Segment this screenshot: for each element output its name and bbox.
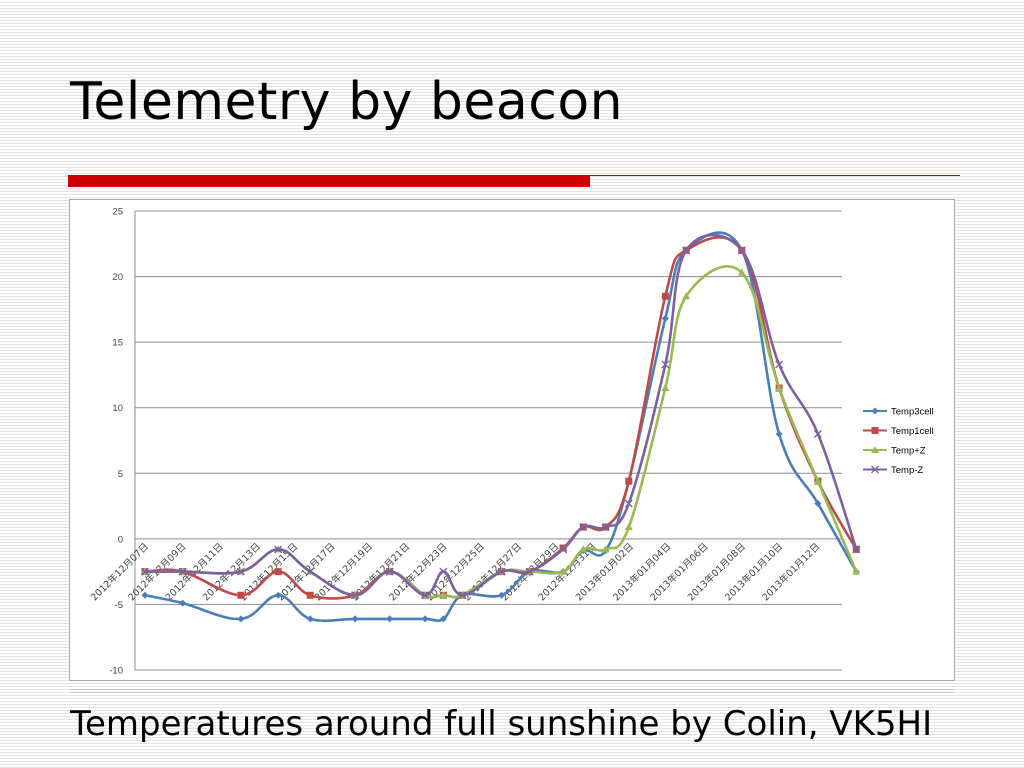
legend-entry: Temp-Z [863,465,923,476]
data-point [661,315,669,323]
data-point [682,292,691,300]
data-point [813,477,822,485]
legend-entry: Temp1cell [863,426,934,437]
data-point [306,615,314,623]
slide-title: Telemetry by beacon [70,72,624,132]
data-point [351,591,359,600]
legend-marker [871,407,879,415]
data-point [274,545,283,554]
data-point [141,567,149,576]
legend-marker [871,446,879,453]
data-point [559,545,568,554]
legend-label: Temp+Z [891,446,926,457]
data-point [625,477,633,485]
series-temp-z [141,233,861,600]
legend-label: Temp-Z [891,465,923,476]
data-point [351,615,359,623]
data-point [421,615,429,623]
y-tick-label: -5 [115,600,123,611]
data-point [601,545,610,553]
temperature-chart: -10 -5 0 5 10 15 20 25 2012年12月07日 2012年12月09日 201… [69,199,955,681]
y-tick-label: 0 [118,534,123,545]
data-point [421,591,430,600]
data-point [439,615,447,623]
data-point [439,567,448,576]
y-tick-label: -10 [109,666,123,677]
data-point [624,499,633,508]
data-point [737,246,746,255]
data-point [306,591,314,599]
data-point [179,599,187,607]
title-underline-thin [590,175,960,176]
title-underline-thick [68,175,590,187]
data-point [814,499,822,507]
data-point [458,591,467,600]
legend-label: Temp3cell [891,407,934,418]
data-point [559,567,568,575]
data-point [497,567,506,576]
data-point [852,545,861,554]
data-point [579,523,588,532]
data-point [178,567,187,576]
data-point [775,384,784,392]
data-point [236,567,245,576]
y-tick-label: 25 [112,207,123,218]
data-point [661,360,670,369]
footer-rule [69,692,955,693]
data-point [775,360,784,369]
data-point [624,523,633,531]
data-point [775,430,783,438]
series-line [143,233,858,597]
legend-entry: Temp3cell [863,407,934,418]
data-point [386,615,394,623]
legend-marker [871,427,879,434]
legend-entry: Temp+Z [863,446,926,457]
data-point [237,615,245,623]
data-point [306,567,315,576]
data-point [237,591,245,599]
data-point [274,568,282,576]
data-point [579,545,588,553]
data-point [852,567,861,575]
data-point [682,246,691,255]
data-point [385,567,394,576]
data-point [601,523,610,532]
y-tick-label: 15 [112,338,123,349]
y-tick-label: 10 [112,403,123,414]
data-point [498,591,506,599]
legend-label: Temp1cell [891,426,934,437]
data-point [661,292,669,300]
legend-marker [871,465,879,474]
data-point [525,567,534,576]
data-point [813,429,822,438]
data-point [661,384,670,392]
slide-caption: Temperatures around full sunshine by Col… [70,704,933,744]
data-point [141,591,149,599]
data-point [274,591,282,599]
footer-rule [69,689,955,690]
data-point [439,591,448,599]
data-point [737,268,746,276]
y-tick-label: 20 [112,272,123,283]
y-tick-label: 5 [118,469,123,480]
chart-svg: -10-505101520252012年12月07日2012年12月09日201… [88,207,934,677]
